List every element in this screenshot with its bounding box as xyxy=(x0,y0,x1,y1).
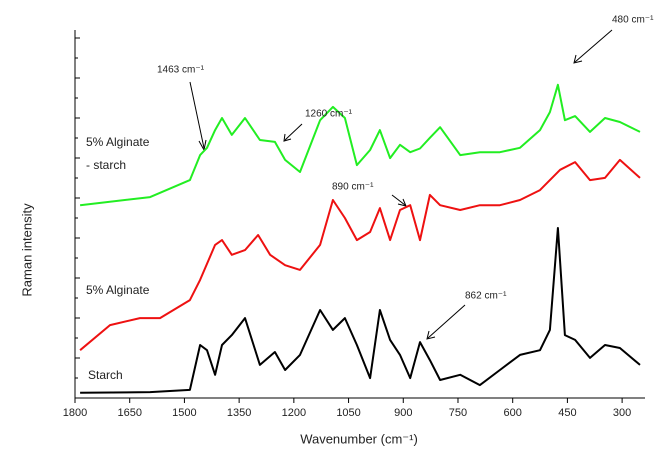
annotation: 480 cm⁻¹ xyxy=(612,15,654,26)
x-axis-label: Wavenumber (cm⁻¹) xyxy=(300,431,418,446)
x-tick-label: 1800 xyxy=(63,407,87,419)
arrow xyxy=(391,194,406,206)
arrows xyxy=(189,29,613,340)
x-tick-label: 450 xyxy=(558,407,576,419)
x-tick-label: 900 xyxy=(394,407,412,419)
x-tick-label: 1050 xyxy=(336,407,360,419)
annotation: 1260 cm⁻¹ xyxy=(305,109,353,120)
x-tick-label: 1650 xyxy=(117,407,141,419)
x-tick-label: 300 xyxy=(613,407,631,419)
arrow xyxy=(427,304,466,339)
arrow xyxy=(284,123,303,141)
x-tick-label: 1500 xyxy=(172,407,196,419)
arrow xyxy=(189,81,205,149)
arrow-head xyxy=(573,54,583,64)
annotation: 862 cm⁻¹ xyxy=(465,291,507,302)
series-label: - starch xyxy=(86,158,126,172)
arrow-head xyxy=(426,330,436,340)
series-line xyxy=(80,227,641,394)
series-label: Starch xyxy=(88,368,123,382)
x-tick-label: 1200 xyxy=(282,407,306,419)
annotation: 890 cm⁻¹ xyxy=(332,182,374,193)
annotation: 1463 cm⁻¹ xyxy=(157,65,205,76)
arrow-head xyxy=(283,133,292,142)
series-line xyxy=(79,83,641,207)
y-axis-label: Raman intensity xyxy=(19,203,34,297)
x-tick-label: 750 xyxy=(449,407,467,419)
series-line xyxy=(79,158,641,351)
series-label: 5% Alginate xyxy=(86,283,150,297)
series-label: 5% Alginate xyxy=(86,135,150,149)
arrow-head xyxy=(397,198,407,207)
x-tick-label: 600 xyxy=(504,407,522,419)
x-tick-label: 1350 xyxy=(227,407,251,419)
arrow xyxy=(574,29,613,63)
